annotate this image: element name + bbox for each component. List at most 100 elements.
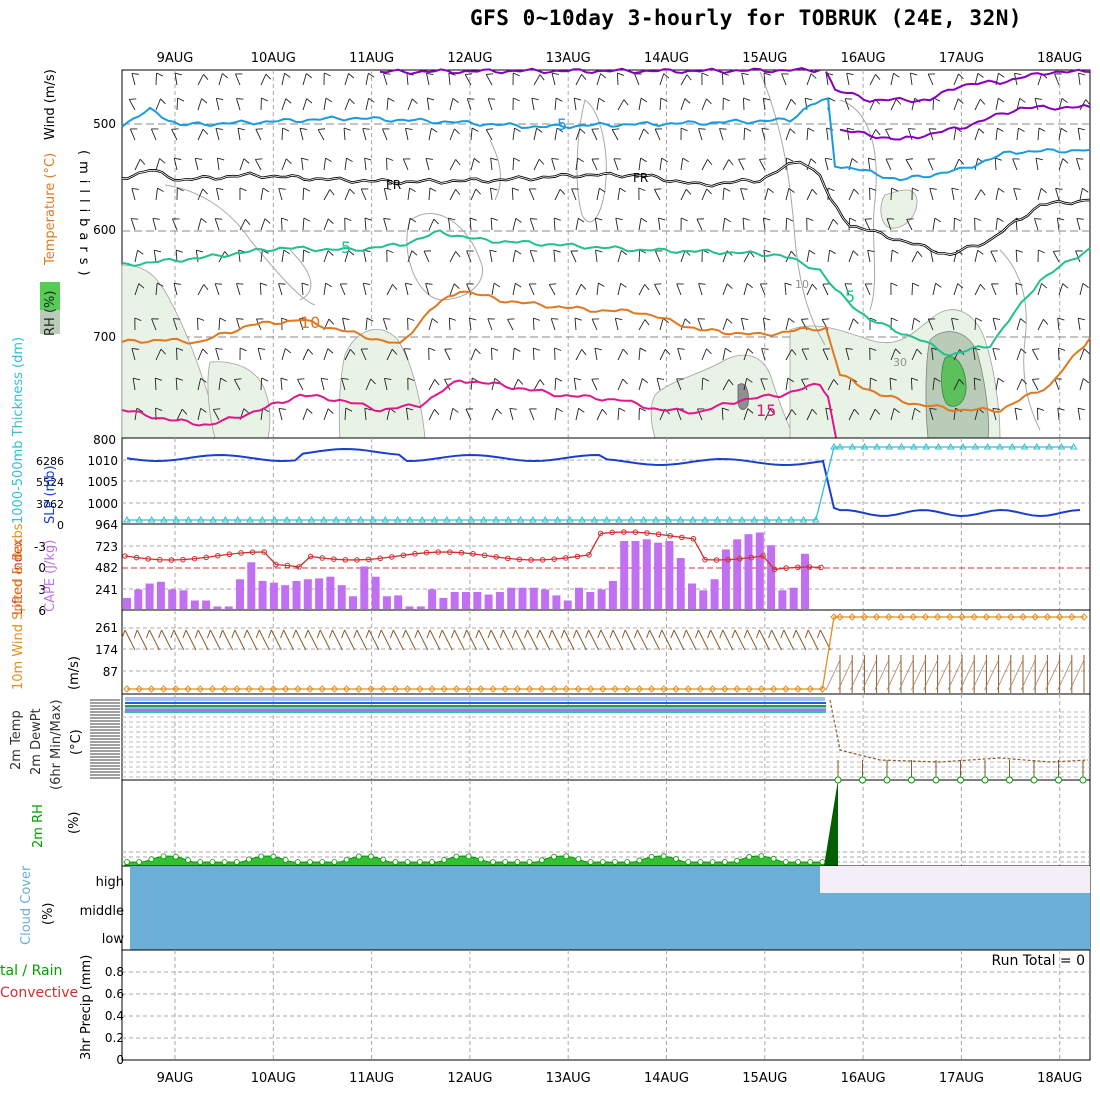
wind-barb-flag [173,318,181,320]
wind-barb-flag [467,98,475,100]
wind10-marker [208,685,217,693]
wind10-ticks: 261 174 87 [95,621,118,679]
wind-barb-staff [197,188,204,201]
thickness-marker [307,516,316,523]
wind10-barb [246,629,258,651]
wind10-barb-flag [743,629,748,639]
wind10-barb-flag [292,629,297,639]
rh2m-marker [148,856,155,863]
wind-barb-staff [801,379,808,391]
wind-barb-flag [515,282,522,288]
wind10-marker [416,685,424,693]
wind-barb-staff [701,348,707,361]
wind-barb-flag [579,128,586,134]
wind-barb-flag [644,284,650,291]
wind-barb-flag [680,217,688,222]
millibars-label: (millibars) [76,150,91,282]
wind-barb-staff [931,348,934,361]
thickness-marker [455,516,463,523]
cape-bar [394,595,403,609]
wind-barb-staff [344,349,351,361]
wind-barb-flag [801,378,809,380]
wind-barb-staff [172,318,178,331]
wind-barb-staff [405,408,409,421]
wind10-barb [417,629,429,651]
wind-barb-staff [743,408,749,421]
wind-barb-staff [1037,73,1043,86]
wind-barb-flag [551,158,559,160]
wind-barb-staff [153,250,157,263]
thickness-marker [664,516,673,523]
wind-barb-staff [323,158,327,171]
thickness-marker [529,516,537,523]
wind-barb-staff [344,407,347,421]
lifted-index-marker [365,556,372,563]
wind-barb-flag [515,217,522,223]
wind-barb-flag [325,157,332,163]
wind-barb-flag [810,158,817,164]
thickness-marker [172,516,181,523]
wind10-barb [807,629,819,651]
wind-barb-staff [929,408,934,421]
wind-barb-flag [622,378,628,385]
wind-barb-staff [512,250,516,263]
wind-barb-flag [177,97,185,102]
wind-barb-flag [741,317,749,320]
cape-bar [202,600,211,609]
wind-barb-flag [344,217,352,222]
wind-barb-flag [893,408,900,414]
wind-barb-staff [512,283,516,296]
rh2m-marker [526,859,533,865]
slp-grid [122,438,1090,524]
wind-barb-flag [869,347,877,351]
wind10-barb-flag [646,629,651,639]
wind-barb-staff [175,377,178,391]
wind-barb-flag [851,158,858,164]
wind-barb-staff [701,377,704,391]
rh2m-marker [859,776,866,784]
rh2m-marker [883,776,891,784]
wind-barb-flag [303,217,311,222]
wind-barb-staff [175,249,178,263]
wind-barb-flag [639,347,647,352]
wind10-marker [721,685,729,693]
wind-barb-flag [491,347,499,351]
rh2m-marker [636,857,643,864]
wind-barb-flag [726,283,733,289]
cape-bar [495,592,504,609]
thickness-marker [946,443,955,450]
wind-barb-flag [556,127,564,133]
date-axis-bottom: 9AUG 10AUG 11AUG 12AUG 13AUG 14AUG 15AUG 16AUG 1… [157,1071,1083,1086]
date-label-top: 14AUG [644,51,689,66]
wind10-barb-flag [133,629,138,639]
wind-barb-staff [362,128,367,141]
lifted-index-marker [354,557,360,563]
lifted-index-marker [737,556,743,562]
wind-barb-staff [254,159,262,171]
thickness-marker [922,443,930,450]
wind-barb-flag [759,158,767,160]
wind-barb-staff [806,73,812,86]
wind-barb-staff [1057,318,1060,331]
wind-barb-flag [533,347,541,351]
wind-barb-flag [997,127,1004,132]
wind-barb-flag [1020,348,1027,354]
wind-barb-staff [365,73,369,86]
wind-barb-flag [763,249,771,253]
wind-barb-staff [698,128,703,141]
wind-barb-staff [785,251,792,263]
lifted-index-marker [563,555,569,561]
wind-barb-staff [680,188,687,201]
wind10-barb [209,629,221,651]
thickness-marker [467,516,476,523]
wind-barb-flag [978,128,985,134]
lifted-index-marker [273,561,279,568]
wind-barb-staff [197,348,204,361]
cape-bar [145,583,154,609]
wind10-marker [489,685,497,693]
thickness-marker [934,443,943,450]
wind-barb-staff [781,73,787,86]
wind-barb-flag [530,250,538,252]
wind10-marker [933,613,942,621]
wind-barb-flag [685,188,692,195]
